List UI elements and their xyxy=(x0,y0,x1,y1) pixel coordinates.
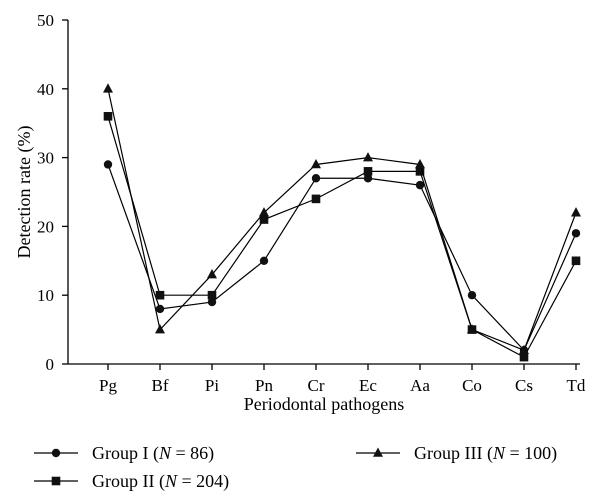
series-group3 xyxy=(103,83,581,355)
y-tick-label: 20 xyxy=(37,217,54,236)
triangle-marker-group3 xyxy=(363,152,373,162)
triangle-marker-group3 xyxy=(207,269,217,279)
legend-label-prefix: Group III ( xyxy=(414,443,493,464)
triangle-marker-group3 xyxy=(519,344,529,355)
circle-marker-group1 xyxy=(363,174,373,183)
x-tick-label: Ec xyxy=(359,376,377,395)
legend-label-suffix: = 86) xyxy=(171,443,214,464)
legend-label-suffix: = 100) xyxy=(505,443,557,464)
legend-circle-marker xyxy=(51,448,61,458)
circle-marker-group1 xyxy=(467,291,477,300)
y-tick-label: 10 xyxy=(37,286,54,305)
circle-marker-group1 xyxy=(103,160,113,169)
series-layer xyxy=(103,83,581,362)
x-tick-label: Pg xyxy=(99,376,117,395)
legend-label: Group I (N = 86) xyxy=(92,443,214,464)
circle-marker-group1 xyxy=(311,174,321,183)
x-tick-label: Aa xyxy=(410,376,430,395)
legend-item-group2: Group II (N = 204) xyxy=(34,471,229,492)
y-tick-label: 30 xyxy=(37,149,54,168)
y-tick-label: 50 xyxy=(37,11,54,30)
triangle-marker-group3 xyxy=(155,324,165,334)
square-marker-group2 xyxy=(519,352,529,362)
circle-marker-group1 xyxy=(415,180,425,190)
legend: Group I (N = 86)Group II (N = 204)Group … xyxy=(34,443,557,492)
square-marker-group2 xyxy=(155,290,165,300)
circle-marker-group1 xyxy=(207,297,217,307)
circle-marker-group1 xyxy=(571,229,581,238)
square-marker-group2 xyxy=(207,290,217,300)
legend-label-var: N xyxy=(492,443,506,463)
x-tick-label: Cs xyxy=(515,376,533,395)
series-line-group1 xyxy=(107,164,577,352)
circle-marker-group1 xyxy=(259,256,269,265)
x-ticks: Pg Bf Pi Pn Cr Ec Aa Co Cs Td xyxy=(99,364,586,395)
x-tick-label: Bf xyxy=(152,376,169,395)
triangle-marker-group3 xyxy=(311,158,321,169)
x-tick-label: Pi xyxy=(205,376,219,395)
x-tick-label: Co xyxy=(462,376,482,395)
square-marker-group2 xyxy=(363,167,373,176)
triangle-marker-group3 xyxy=(103,83,113,93)
y-tick-label: 0 xyxy=(46,355,55,374)
y-ticks: 0 10 20 30 40 50 xyxy=(37,11,68,374)
legend-triangle-marker xyxy=(373,447,383,457)
circle-marker-group1 xyxy=(155,304,165,314)
legend-label: Group II (N = 204) xyxy=(92,471,229,492)
legend-label-prefix: Group II ( xyxy=(92,471,165,492)
legend-label-var: N xyxy=(164,471,178,491)
legend-item-group3: Group III (N = 100) xyxy=(356,443,557,464)
square-marker-group2 xyxy=(259,215,269,224)
legend-square-marker xyxy=(51,476,61,486)
series-group2 xyxy=(103,112,581,362)
x-axis-label: Periodontal pathogens xyxy=(244,394,404,414)
series-line-group2 xyxy=(107,116,577,358)
legend-label-var: N xyxy=(158,443,172,463)
triangle-marker-group3 xyxy=(571,207,581,217)
legend-label-prefix: Group I ( xyxy=(92,443,159,464)
x-tick-label: Cr xyxy=(308,376,325,395)
legend-item-group1: Group I (N = 86) xyxy=(34,443,214,464)
axes xyxy=(67,20,580,365)
y-axis-label: Detection rate (%) xyxy=(14,126,35,259)
legend-label: Group III (N = 100) xyxy=(414,443,557,464)
x-tick-label: Td xyxy=(567,376,586,395)
triangle-marker-group3 xyxy=(415,158,425,169)
square-marker-group2 xyxy=(571,256,581,266)
legend-label-suffix: = 204) xyxy=(177,471,229,492)
square-marker-group2 xyxy=(311,194,321,204)
series-group1 xyxy=(103,160,581,355)
x-tick-label: Pn xyxy=(255,376,273,395)
triangle-marker-group3 xyxy=(259,207,269,217)
y-tick-label: 40 xyxy=(37,80,54,99)
square-marker-group2 xyxy=(415,167,425,176)
series-line-group3 xyxy=(107,88,577,352)
triangle-marker-group3 xyxy=(467,324,477,334)
square-marker-group2 xyxy=(103,112,113,121)
